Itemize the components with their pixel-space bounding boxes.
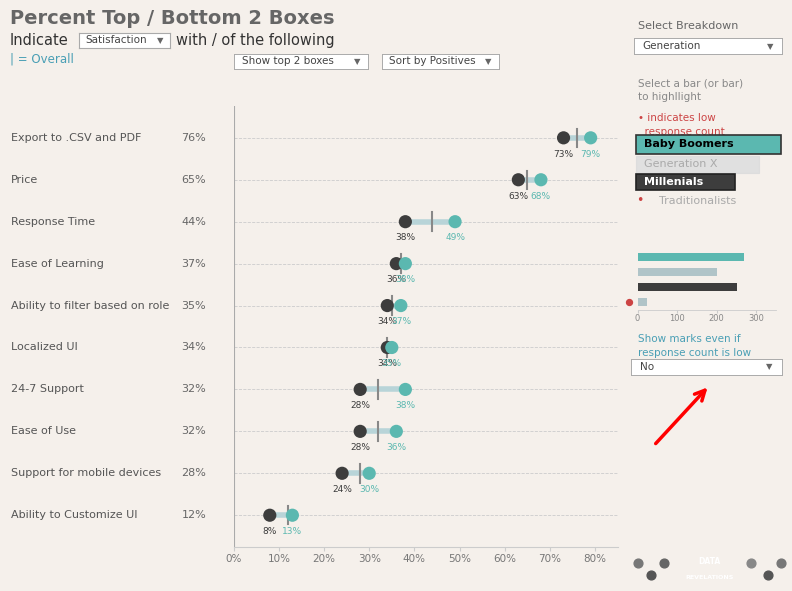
Text: •: • <box>636 194 644 207</box>
Point <box>264 511 276 520</box>
Point <box>286 511 299 520</box>
Point <box>363 469 375 478</box>
Text: Ability to Customize UI: Ability to Customize UI <box>11 510 137 520</box>
Text: Support for mobile devices: Support for mobile devices <box>11 468 161 478</box>
Text: 32%: 32% <box>181 426 206 436</box>
Text: 32%: 32% <box>181 384 206 394</box>
Point <box>584 133 597 142</box>
Text: Generation X: Generation X <box>645 160 718 169</box>
Text: 34%: 34% <box>181 343 206 352</box>
Text: 65%: 65% <box>181 175 206 185</box>
Text: 12%: 12% <box>181 510 206 520</box>
Text: Price: Price <box>11 175 38 185</box>
Text: 30%: 30% <box>359 485 379 494</box>
Text: ▼: ▼ <box>158 36 164 45</box>
Point <box>745 558 758 568</box>
Text: Baby Boomers: Baby Boomers <box>645 139 734 149</box>
Text: Percent Top / Bottom 2 Boxes: Percent Top / Bottom 2 Boxes <box>10 9 334 28</box>
Text: 76%: 76% <box>181 133 206 143</box>
Text: 44%: 44% <box>181 217 206 227</box>
Point <box>631 558 644 568</box>
Text: Select a bar (or bar)
to highllight: Select a bar (or bar) to highllight <box>638 78 743 102</box>
Text: Show top 2 boxes: Show top 2 boxes <box>242 57 333 66</box>
Text: 34%: 34% <box>377 317 398 326</box>
Point <box>354 427 367 436</box>
Text: 34%: 34% <box>377 359 398 368</box>
Point <box>512 175 524 184</box>
Text: 49%: 49% <box>445 233 465 242</box>
FancyBboxPatch shape <box>636 174 735 190</box>
Text: 13%: 13% <box>282 527 303 536</box>
Text: 79%: 79% <box>581 150 600 158</box>
Text: 37%: 37% <box>390 317 411 326</box>
Text: Select Breakdown: Select Breakdown <box>638 21 738 31</box>
Point <box>336 469 348 478</box>
Text: Traditionalists: Traditionalists <box>659 196 737 206</box>
Text: Millenials: Millenials <box>645 177 704 187</box>
Point <box>657 558 670 568</box>
Text: 35%: 35% <box>382 359 402 368</box>
Text: 28%: 28% <box>350 443 370 452</box>
Point <box>775 558 787 568</box>
Point <box>394 301 407 310</box>
Text: REVELATIONS: REVELATIONS <box>685 575 733 580</box>
Text: 36%: 36% <box>386 443 406 452</box>
Point <box>623 297 635 307</box>
Text: 68%: 68% <box>531 191 551 200</box>
Text: 24-7 Support: 24-7 Support <box>11 384 84 394</box>
Point <box>558 133 570 142</box>
Point <box>354 385 367 394</box>
Text: Satisfaction: Satisfaction <box>86 35 147 46</box>
Text: Indicate: Indicate <box>10 33 68 47</box>
Bar <box>638 283 737 291</box>
Point <box>399 385 412 394</box>
Text: Generation: Generation <box>642 41 701 51</box>
Point <box>390 427 402 436</box>
Text: 28%: 28% <box>181 468 206 478</box>
Text: 38%: 38% <box>395 275 416 284</box>
Text: 8%: 8% <box>263 527 277 536</box>
Text: 28%: 28% <box>350 401 370 410</box>
Text: 35%: 35% <box>181 301 206 310</box>
Text: Export to .CSV and PDF: Export to .CSV and PDF <box>11 133 141 143</box>
Text: ▼: ▼ <box>767 41 774 51</box>
Text: Show marks even if
response count is low: Show marks even if response count is low <box>638 334 751 358</box>
Text: Localized UI: Localized UI <box>11 343 78 352</box>
FancyBboxPatch shape <box>636 156 760 173</box>
Text: Ability to filter based on role: Ability to filter based on role <box>11 301 169 310</box>
Text: with / of the following: with / of the following <box>176 33 334 47</box>
Text: Ease of Learning: Ease of Learning <box>11 259 104 269</box>
Point <box>399 217 412 226</box>
Text: Response Time: Response Time <box>11 217 95 227</box>
Point <box>645 570 657 579</box>
Text: No: No <box>640 362 654 372</box>
Text: DATA: DATA <box>698 557 721 566</box>
Point <box>761 570 774 579</box>
Point <box>399 259 412 268</box>
Point <box>390 259 402 268</box>
Text: Ease of Use: Ease of Use <box>11 426 76 436</box>
Text: 36%: 36% <box>386 275 406 284</box>
FancyBboxPatch shape <box>636 135 781 154</box>
Text: | = Overall: | = Overall <box>10 52 74 65</box>
Text: 73%: 73% <box>554 150 573 158</box>
Point <box>449 217 462 226</box>
Text: ▼: ▼ <box>766 362 773 372</box>
Text: • indicates low
  response count: • indicates low response count <box>638 113 725 138</box>
Point <box>381 301 394 310</box>
Text: ▼: ▼ <box>354 57 360 66</box>
Text: 38%: 38% <box>395 401 416 410</box>
Bar <box>638 268 717 276</box>
Bar <box>638 252 744 261</box>
Bar <box>638 298 648 306</box>
Point <box>386 343 398 352</box>
Point <box>381 343 394 352</box>
Point <box>535 175 547 184</box>
Text: ▼: ▼ <box>485 57 492 66</box>
Text: Sort by Positives: Sort by Positives <box>389 57 475 66</box>
Text: 63%: 63% <box>508 191 528 200</box>
Text: 24%: 24% <box>332 485 352 494</box>
Text: 38%: 38% <box>395 233 416 242</box>
Text: 37%: 37% <box>181 259 206 269</box>
